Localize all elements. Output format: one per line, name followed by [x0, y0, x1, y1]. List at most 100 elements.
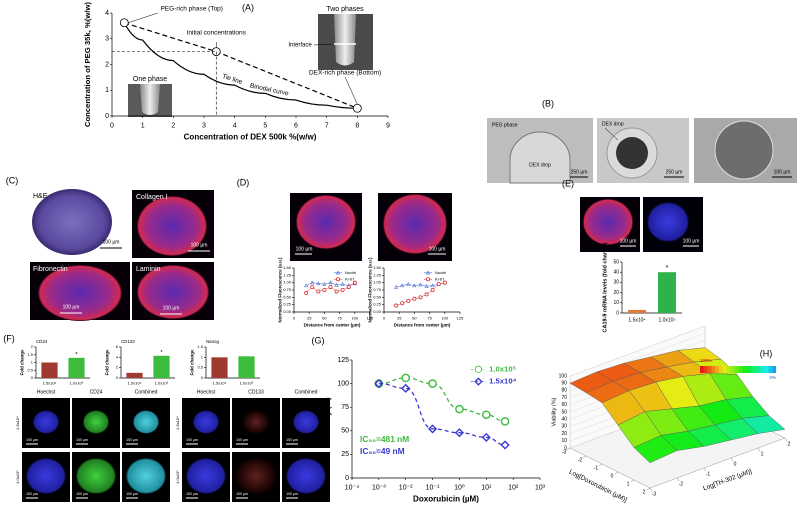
column-label: CD24	[90, 389, 103, 395]
panel-label: (B)	[542, 98, 554, 108]
x-tick-label: 10³	[535, 485, 546, 492]
y-tick-label: 4	[116, 354, 119, 359]
marker	[352, 280, 357, 285]
y-tick	[703, 467, 707, 472]
marker	[500, 440, 510, 450]
annotation-arrow	[128, 12, 158, 24]
x-tick-label: 1	[141, 123, 145, 130]
y-tick-label: 3	[105, 36, 109, 43]
x-tick-label: 10⁻²	[399, 485, 413, 492]
legend-marker	[425, 270, 431, 275]
bar	[628, 309, 646, 313]
scale-bar-label: 100 µm	[76, 492, 88, 496]
scale-bar-label: 100 µm	[126, 438, 138, 442]
y-tick-label: 2	[788, 441, 791, 447]
x-tick	[598, 463, 603, 467]
x-tick-label: 75	[337, 315, 342, 320]
series-line	[306, 282, 355, 286]
marker	[424, 292, 429, 297]
x-tick-label: 1.5x10⁴	[628, 317, 645, 323]
y-tick-label: 0.00	[373, 309, 382, 314]
photo-caption: Interface	[288, 43, 312, 49]
colorbar-segment	[726, 366, 731, 373]
row-label: 1.0x10⁵	[175, 470, 180, 484]
z-tick-label: 40	[561, 417, 567, 423]
z-tick-label: 0	[564, 445, 567, 451]
legend-marker	[335, 270, 341, 275]
y-tick-label: 0.25	[373, 302, 382, 307]
z-axis-label: Viability (%)	[551, 397, 557, 426]
significance-mark: *	[666, 265, 669, 272]
scale-bar-label: 100 µm	[26, 438, 38, 442]
x-tick-label: 0	[611, 473, 614, 479]
y-tick-label: 40	[613, 270, 619, 276]
legend-label: Ki-67	[435, 276, 445, 281]
image-title: Collagen I	[136, 194, 168, 201]
x-tick-label: 25	[397, 315, 402, 320]
marker	[412, 296, 417, 301]
y-tick-label: -2	[679, 481, 684, 487]
y-tick-label: 0.00	[283, 309, 292, 314]
y-tick-label: 0.50	[283, 294, 292, 299]
column-label: Combined	[295, 389, 318, 395]
spheroid	[76, 458, 116, 494]
marker	[454, 428, 465, 438]
marker	[352, 103, 362, 113]
legend-marker	[474, 377, 483, 386]
significance-mark: *	[75, 352, 78, 358]
column-label: Hoechst	[37, 389, 56, 395]
x-tick-label: 1.0x10⁵	[240, 381, 254, 386]
scale-bar-label: 100 µm	[236, 492, 248, 496]
panel-label: (F)	[3, 333, 15, 343]
x-tick-label: 10⁻³	[372, 485, 386, 492]
scale-bar-label: 100 µm	[286, 492, 298, 496]
y-tick-label: 0.5	[27, 367, 33, 372]
colorbar-segment	[772, 366, 777, 373]
x-tick-label: -2	[578, 457, 583, 463]
x-axis-label: Distance from center (µm)	[394, 322, 451, 327]
panel-e-images: 100 µm 100 µm	[580, 197, 703, 252]
panel-label: (D)	[237, 177, 250, 187]
marker	[119, 18, 129, 28]
spheroid	[243, 410, 269, 434]
scale-bar-label: 100 µm	[429, 246, 446, 252]
colorbar-segment	[715, 366, 720, 373]
x-tick-label: 10¹	[481, 485, 492, 492]
spheroid	[193, 410, 219, 434]
z-tick-label: 20	[561, 431, 567, 437]
significance-mark: *	[160, 350, 163, 356]
chart-title: Nanog	[206, 339, 219, 344]
x-tick-label: 75	[427, 315, 432, 320]
surface-cell	[633, 435, 678, 464]
marker	[401, 373, 411, 383]
marker	[334, 282, 339, 287]
y-tick-label: 100	[337, 380, 349, 387]
z-tick-label: 80	[561, 388, 567, 394]
marker	[400, 283, 405, 288]
y-tick-label: 1.50	[283, 265, 292, 270]
panel-label: (A)	[242, 2, 254, 12]
panel-b-images: PEG phase DEX drop 250 µm DEX drop 250 µ…	[487, 118, 797, 184]
marker	[340, 281, 345, 286]
z-tick-label: 90	[561, 381, 567, 387]
colorbar-segment	[730, 366, 735, 373]
legend-label: 1.5x10⁴	[489, 377, 517, 386]
y-tick-label: 1.25	[373, 272, 382, 277]
panel-label: (H)	[760, 348, 773, 358]
x-axis-label: Distance from center (µm)	[304, 322, 361, 327]
x-axis-label: Log[Doxorubicin (µM)]	[568, 469, 628, 504]
y-tick-label: 2	[105, 61, 109, 68]
bar	[68, 357, 85, 378]
marker	[401, 383, 411, 393]
y-tick-label: 1.00	[373, 280, 382, 285]
x-tick-label: 6	[294, 123, 298, 130]
y-tick-label: 1.50	[373, 265, 382, 270]
annotation-arrow	[344, 76, 358, 105]
spheroid	[133, 410, 159, 434]
x-tick-label: 1.5x10⁴	[43, 381, 57, 386]
spheroid	[293, 410, 319, 434]
y-tick-label: 25	[341, 451, 349, 458]
scale-bar-label: 250 µm	[666, 169, 683, 175]
y-tick-label: 1.00	[283, 280, 292, 285]
scale-bar-label: 100 µm	[236, 438, 248, 442]
